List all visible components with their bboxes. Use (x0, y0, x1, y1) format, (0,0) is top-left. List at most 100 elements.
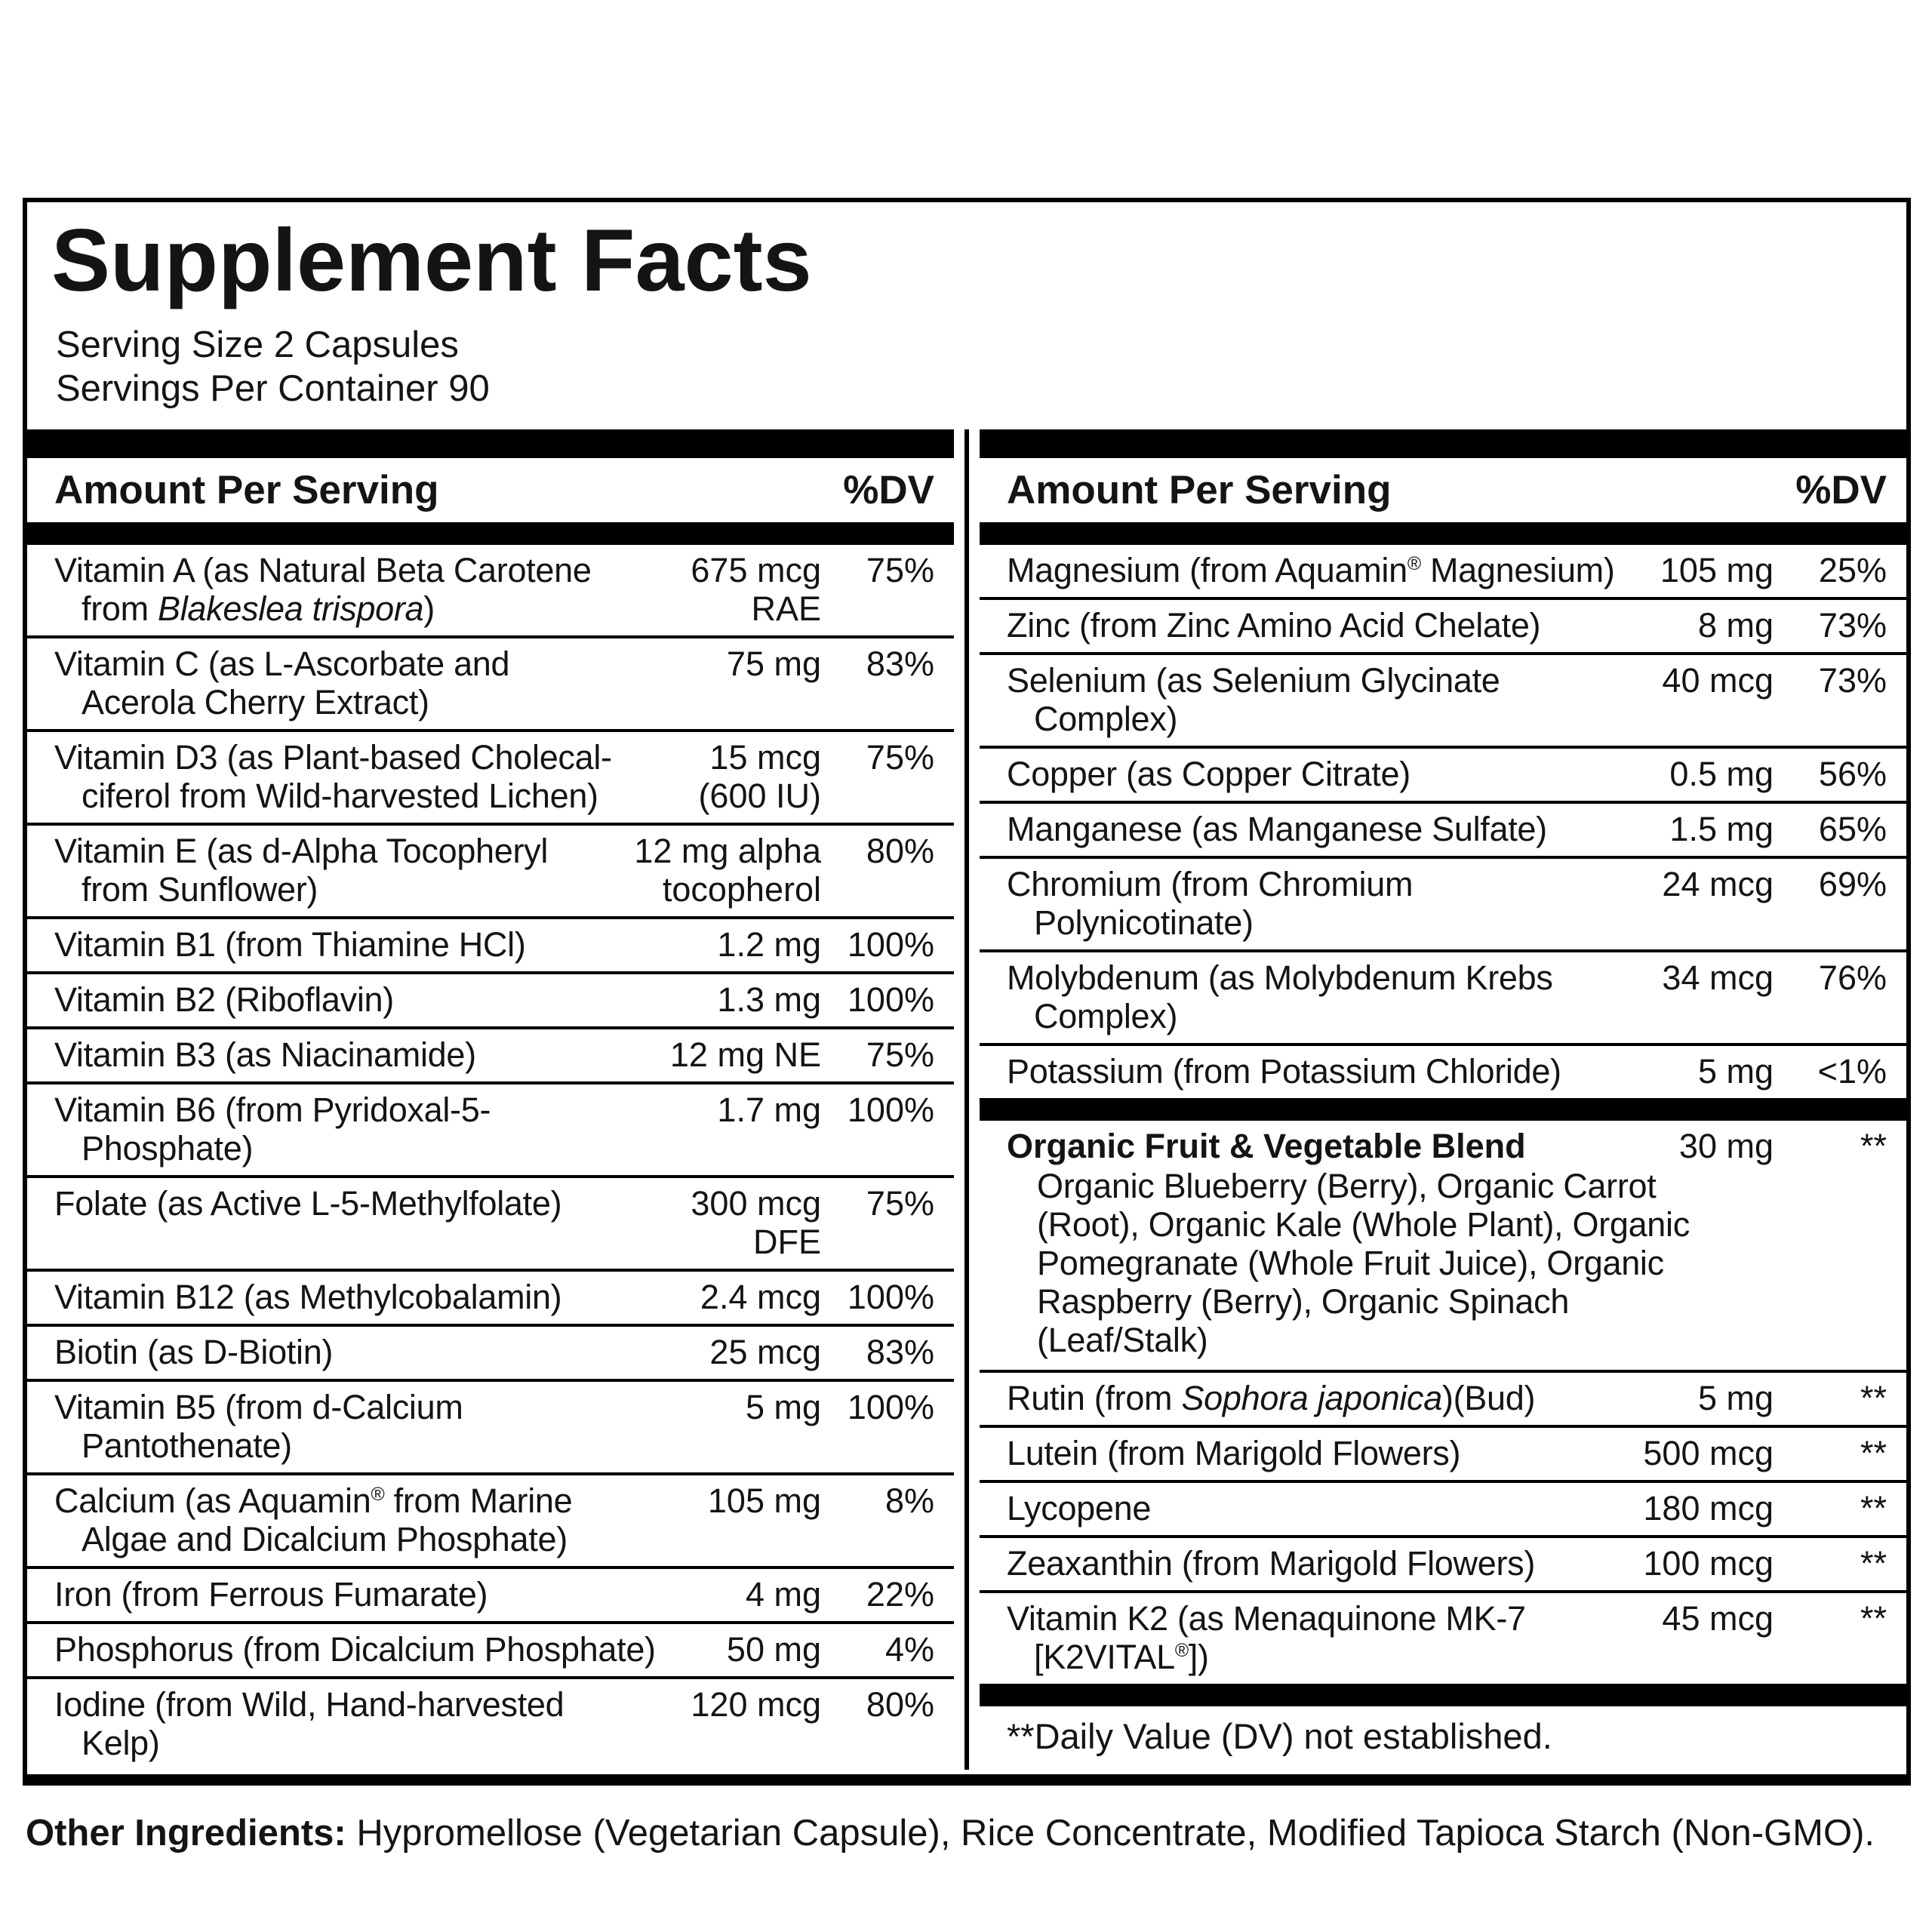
ingredient-name: Vitamin B5 (from d-Calcium Pantothenate) (54, 1388, 463, 1466)
table-row: Manganese (as Manganese Sulfate) 1.5 mg 65… (980, 804, 1906, 860)
row-line: Vitamin B3 (as Niacinamide) 12 mg NE 75% (54, 1035, 934, 1074)
ingredient-dv: 76% (1818, 958, 1887, 998)
ingredient-amount: 1.5 mg (1669, 810, 1774, 849)
table-row: Copper (as Copper Citrate) 0.5 mg 56% (980, 749, 1906, 804)
ingredient-name: Copper (as Copper Citrate) (1007, 755, 1411, 794)
ingredient-amount: 40 mcg (1662, 661, 1774, 700)
ingredient-dv: 4% (884, 1630, 934, 1669)
ingredient-amount: 75 mg (726, 645, 821, 684)
row-line: Iodine (from Wild, Hand-harvested Kelp) 12… (54, 1685, 934, 1762)
table-row: Zinc (from Zinc Amino Acid Chelate) 8 mg 7… (980, 600, 1906, 656)
ingredient-amount: 675 mcg RAE (691, 551, 821, 629)
row-line: Vitamin B1 (from Thiamine HCl) 1.2 mg 100% (54, 925, 934, 964)
ingredient-dv: 100% (847, 1091, 934, 1130)
ingredient-dv: 80% (866, 1685, 934, 1724)
ingredient-name: Vitamin E (as d-Alpha Tocopheryl from Sun… (54, 832, 549, 909)
ingredient-name: Biotin (as D-Biotin) (54, 1333, 334, 1372)
header-bar (27, 522, 954, 546)
header-bar (980, 522, 1906, 546)
amount-per-serving-label: Amount Per Serving (1007, 468, 1392, 513)
table-row: Calcium (as Aquamin® from Marine Algae an… (27, 1475, 954, 1570)
table-row: Molybdenum (as Molybdenum Krebs Complex) 3… (980, 952, 1906, 1047)
ingredient-name: Rutin (from Sophora japonica)(Bud) (1007, 1379, 1536, 1418)
table-row: Vitamin B6 (from Pyridoxal-5- Phosphate) 1… (27, 1084, 954, 1179)
ingredient-name: Chromium (from Chromium Polynicotinate) (1007, 865, 1414, 943)
ingredient-dv: ** (1860, 1379, 1887, 1418)
table-row: Folate (as Active L-5-Methylfolate) 300 m… (27, 1178, 954, 1272)
table-row: Vitamin B1 (from Thiamine HCl) 1.2 mg 100% (27, 919, 954, 975)
table-row: Iron (from Ferrous Fumarate) 4 mg 22% (27, 1569, 954, 1625)
table-row: Potassium (from Potassium Chloride) 5 mg <… (980, 1046, 1906, 1098)
servings-per-container: Servings Per Container 90 (56, 368, 490, 410)
facts-columns: Amount Per Serving %DV Vitamin A (as Nat… (27, 429, 1906, 1770)
ingredient-dv: 80% (866, 832, 934, 871)
nutrient-rows-left: Vitamin A (as Natural Beta Carotene from … (27, 545, 954, 1770)
ingredient-dv: 73% (1818, 606, 1887, 645)
ingredient-name: Phosphorus (from Dicalcium Phosphate) (54, 1630, 656, 1669)
nutrient-rows-right: Magnesium (from Aquamin® Magnesium) 105 m… (980, 545, 1906, 1770)
row-line: Vitamin D3 (as Plant-based Cholecal-cife… (54, 738, 934, 815)
column-divider (964, 429, 969, 1770)
ingredient-name: Vitamin B1 (from Thiamine HCl) (54, 925, 526, 964)
other-ingredients: Other Ingredients: Hypromellose (Vegetar… (26, 1811, 1911, 1856)
ingredient-dv: 8% (884, 1481, 934, 1521)
ingredient-amount: 2.4 mcg (700, 1278, 821, 1317)
other-ingredients-text: Hypromellose (Vegetarian Capsule), Rice … (346, 1813, 1875, 1854)
dv-footnote: **Daily Value (DV) not established. (1007, 1716, 1552, 1757)
ingredient-amount: 45 mcg (1662, 1599, 1774, 1638)
row-line: Folate (as Active L-5-Methylfolate) 300 m… (54, 1184, 934, 1261)
table-row: Vitamin B3 (as Niacinamide) 12 mg NE 75% (27, 1029, 954, 1085)
page: Supplement Facts Serving Size 2 Capsules… (23, 198, 1911, 1856)
ingredient-amount: 5 mg (1697, 1379, 1774, 1418)
ingredient-amount: 24 mcg (1662, 865, 1774, 904)
table-row: Rutin (from Sophora japonica)(Bud) 5 mg ** (980, 1373, 1906, 1429)
ingredient-name: Folate (as Active L-5-Methylfolate) (54, 1184, 562, 1223)
ingredient-amount: 120 mcg (691, 1685, 821, 1724)
ingredient-name: Vitamin A (as Natural Beta Carotene from … (54, 551, 592, 629)
serving-size: Serving Size 2 Capsules (56, 324, 459, 365)
table-row: Magnesium (from Aquamin® Magnesium) 105 m… (980, 545, 1906, 601)
blend-ingredients: Organic Blueberry (Berry), Organic Carro… (1037, 1167, 1690, 1360)
table-row: Organic Fruit & Vegetable Blend 30 mg ** Or… (980, 1121, 1906, 1374)
row-line: Vitamin A (as Natural Beta Carotene from … (54, 551, 934, 628)
ingredient-name: Magnesium (from Aquamin® Magnesium) (1007, 551, 1615, 590)
row-line: Lutein (from Marigold Flowers) 500 mcg ** (1007, 1434, 1887, 1472)
table-row: Zeaxanthin (from Marigold Flowers) 100 mc… (980, 1538, 1906, 1594)
ingredient-dv: 83% (866, 645, 934, 684)
other-ingredients-label: Other Ingredients: (26, 1813, 346, 1854)
row-line: Selenium (as Selenium Glycinate Complex) 4… (1007, 661, 1887, 738)
ingredient-amount: 1.3 mg (717, 980, 821, 1020)
table-row: Biotin (as D-Biotin) 25 mcg 83% (27, 1327, 954, 1383)
row-line: Zinc (from Zinc Amino Acid Chelate) 8 mg 7… (1007, 606, 1887, 645)
ingredient-dv: 83% (866, 1333, 934, 1372)
ingredient-name: Iron (from Ferrous Fumarate) (54, 1575, 488, 1614)
ingredient-amount: 15 mcg (600 IU) (698, 738, 821, 816)
header-bar (27, 429, 954, 459)
ingredient-name: Vitamin C (as L-Ascorbate and Acerola Che… (54, 645, 510, 722)
ingredient-amount: 1.7 mg (717, 1091, 821, 1130)
right-column: Amount Per Serving %DV Magnesium (from A… (980, 429, 1906, 1770)
ingredient-amount: 100 mcg (1643, 1544, 1774, 1583)
ingredient-amount: 50 mg (726, 1630, 821, 1669)
ingredient-name: Organic Fruit & Vegetable Blend (1007, 1127, 1526, 1166)
ingredient-name: Manganese (as Manganese Sulfate) (1007, 810, 1547, 849)
ingredient-name: Zeaxanthin (from Marigold Flowers) (1007, 1544, 1536, 1583)
row-line: Molybdenum (as Molybdenum Krebs Complex) 3… (1007, 958, 1887, 1035)
row-line: Magnesium (from Aquamin® Magnesium) 105 m… (1007, 551, 1887, 589)
ingredient-amount: 25 mcg (709, 1333, 821, 1372)
table-row: Selenium (as Selenium Glycinate Complex) 4… (980, 655, 1906, 749)
table-row: Vitamin E (as d-Alpha Tocopheryl from Sun… (27, 826, 954, 920)
row-line: Vitamin K2 (as Menaquinone MK-7 [K2VITAL®… (1007, 1599, 1887, 1676)
ingredient-dv: ** (1860, 1489, 1887, 1528)
ingredient-dv: 100% (847, 1388, 934, 1427)
table-row: Vitamin C (as L-Ascorbate and Acerola Che… (27, 638, 954, 733)
ingredient-amount: 105 mg (1660, 551, 1774, 590)
row-line: Rutin (from Sophora japonica)(Bud) 5 mg ** (1007, 1379, 1887, 1417)
row-line: Vitamin B6 (from Pyridoxal-5- Phosphate) 1… (54, 1091, 934, 1168)
ingredient-name: Lycopene (1007, 1489, 1152, 1528)
table-row: Vitamin B5 (from d-Calcium Pantothenate) 5… (27, 1382, 954, 1476)
row-line: Vitamin E (as d-Alpha Tocopheryl from Sun… (54, 832, 934, 909)
ingredient-dv: ** (1860, 1599, 1887, 1638)
row-line: Copper (as Copper Citrate) 0.5 mg 56% (1007, 755, 1887, 793)
ingredient-dv: 75% (866, 1035, 934, 1075)
